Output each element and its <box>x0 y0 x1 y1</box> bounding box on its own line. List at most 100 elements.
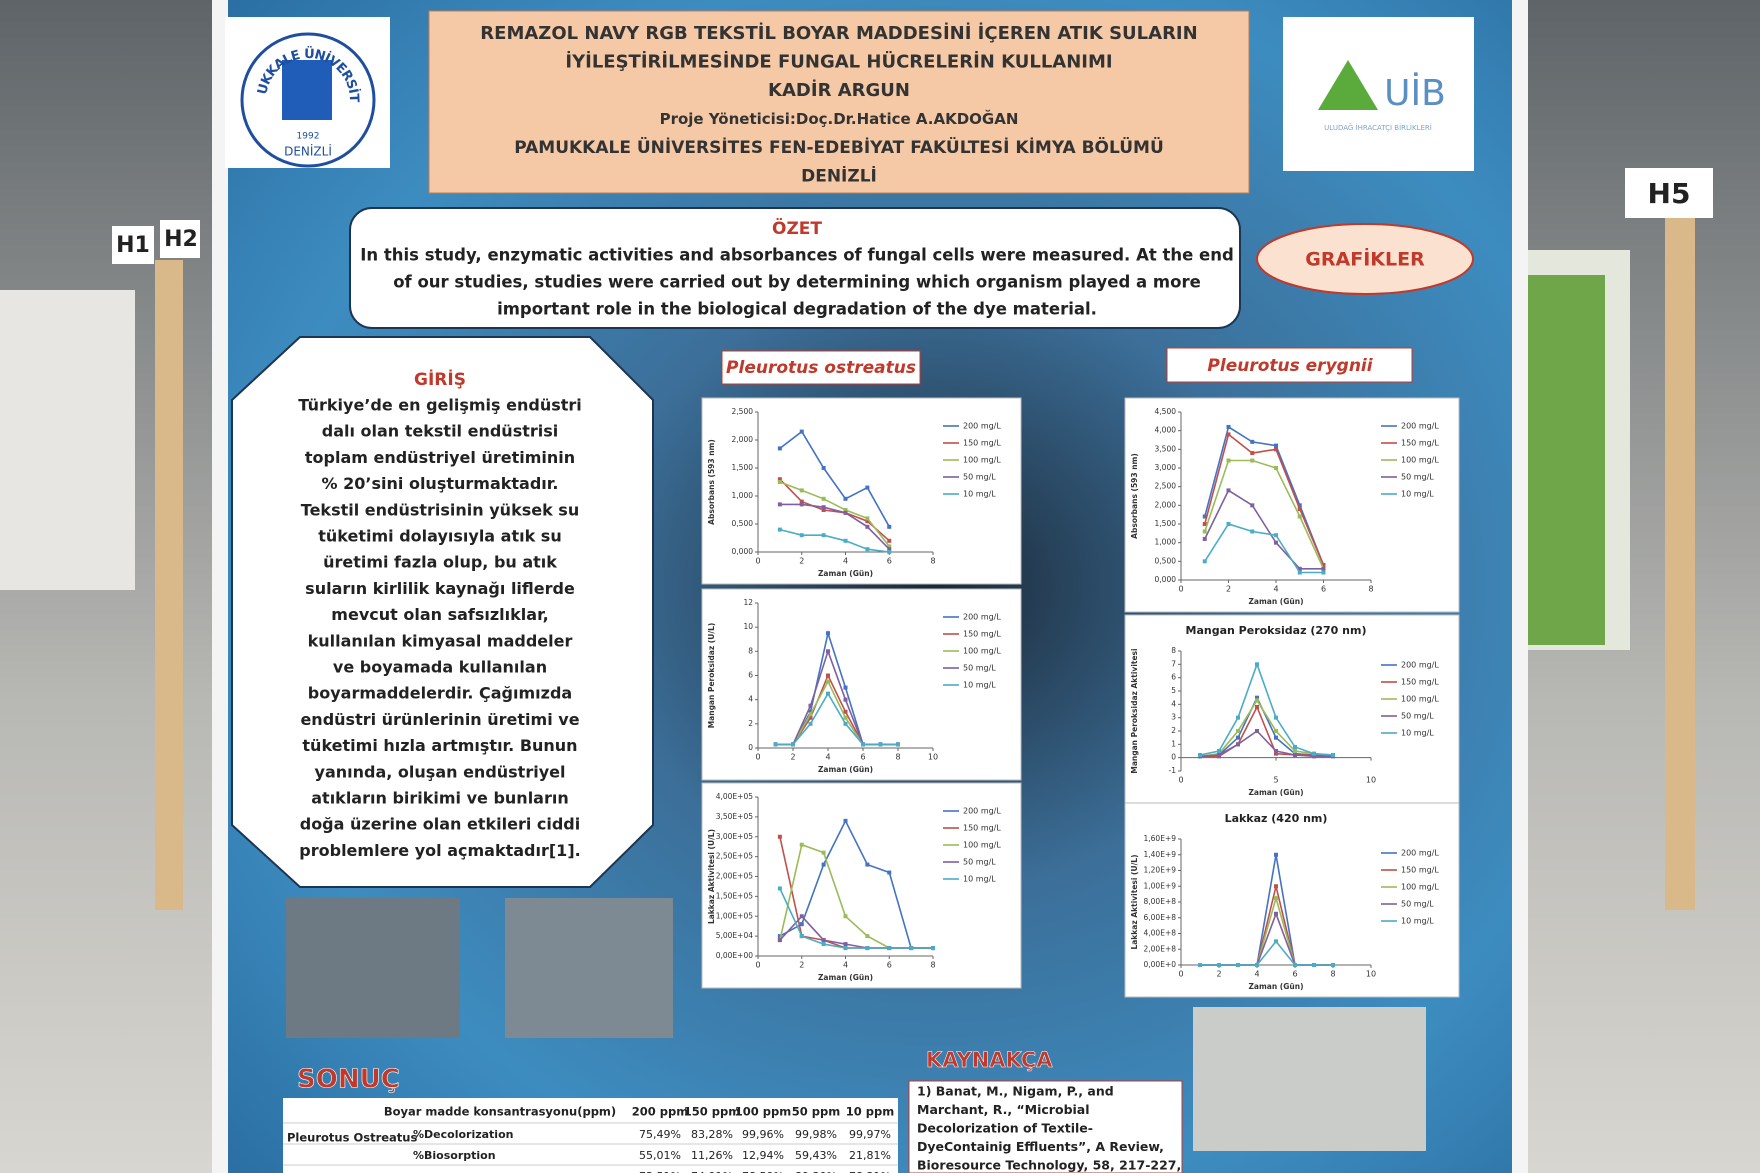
title-line: İYİLEŞTİRİLMESİNDE FUNGAL HÜCRELERİN KUL… <box>565 51 1112 73</box>
data-point <box>843 709 848 714</box>
table-cell: 99,96% <box>742 1128 784 1141</box>
chart: 0,000 0,500 1,000 1,500 2,000 2,500 3,000 3,500… <box>1124 397 1460 613</box>
logo-emblem <box>282 60 332 120</box>
chart-title: Mangan Peroksidaz (270 nm) <box>1186 624 1367 637</box>
y-tick-label: 4,00E+05 <box>716 792 753 801</box>
y-tick-label: 8,00E+8 <box>1144 897 1177 906</box>
legend-label: 100 mg/L <box>1401 456 1439 465</box>
data-point <box>799 842 804 847</box>
intro-line: atıkların birikimi ve bunların <box>311 789 568 808</box>
y-tick-label: 0,00E+0 <box>1144 960 1177 969</box>
intro-line: suların kirlilik kaynağı liflerde <box>305 579 575 598</box>
table-cell: 21,81% <box>849 1149 891 1162</box>
data-point <box>1274 852 1278 857</box>
series-line <box>779 819 933 949</box>
data-point <box>1226 432 1231 437</box>
y-tick-label: 2,500 <box>732 407 754 416</box>
table-header: Boyar madde konsantrasyonu(ppm) <box>384 1105 616 1119</box>
y-tick-label: 1,00E+9 <box>1144 881 1177 890</box>
data-point <box>808 715 813 720</box>
data-point <box>896 742 900 747</box>
legend-label: 100 mg/L <box>1401 883 1439 892</box>
series-line <box>779 478 890 542</box>
x-tick-label: 4 <box>843 557 848 566</box>
title-line: PAMUKKALE ÜNİVERSİTES FEN-EDEBİYAT FAKÜL… <box>514 136 1164 158</box>
data-point <box>1236 729 1240 733</box>
legend-label: 150 mg/L <box>963 439 1001 448</box>
data-point <box>887 946 892 951</box>
data-point <box>799 488 804 493</box>
data-point <box>777 480 782 484</box>
table-cell: 55,01% <box>639 1149 681 1162</box>
data-point <box>799 533 804 538</box>
legend-label: 150 mg/L <box>1401 866 1439 875</box>
x-tick-label: 10 <box>1366 776 1376 785</box>
data-point <box>1321 570 1326 575</box>
data-point <box>821 862 826 867</box>
data-point <box>861 742 865 747</box>
y-axis-label: Absorbans (593 nm) <box>1130 453 1139 539</box>
data-point <box>887 550 892 554</box>
neighbor-poster-green <box>1515 275 1605 645</box>
table-cell: 12,94% <box>742 1149 784 1162</box>
data-point <box>826 691 830 696</box>
y-tick-label: 6 <box>748 671 753 680</box>
data-point <box>1274 533 1278 538</box>
intro-line: % 20’sini oluşturmaktadır. <box>322 474 559 493</box>
y-tick-label: 6,00E+8 <box>1144 913 1177 922</box>
y-tick-label: 8 <box>1171 646 1176 655</box>
y-tick-label: 1,40E+9 <box>1144 850 1177 859</box>
data-point <box>1274 729 1278 733</box>
logo-ring <box>240 32 376 168</box>
legend-label: 100 mg/L <box>963 456 1001 465</box>
booth-sign <box>112 226 154 264</box>
data-point <box>1274 911 1278 916</box>
x-tick-label: 0 <box>1178 776 1183 785</box>
x-tick-label: 10 <box>1366 970 1376 979</box>
y-tick-label: 1,000 <box>1155 538 1177 547</box>
y-tick-label: 4,00E+8 <box>1144 929 1177 938</box>
data-point <box>1321 563 1326 568</box>
table-cell: 99,97% <box>849 1128 891 1141</box>
intro-line: problemlere yol açmaktadır[1]. <box>299 841 580 860</box>
table-cell: 78,59% <box>742 1170 784 1173</box>
data-point <box>1202 522 1207 526</box>
data-point <box>887 870 892 875</box>
x-tick-label: 8 <box>1330 970 1335 979</box>
legend-label: 150 mg/L <box>963 630 1001 639</box>
data-point <box>887 524 892 529</box>
y-tick-label: 3,50E+05 <box>716 812 753 821</box>
data-point <box>843 942 848 947</box>
y-tick-label: 1 <box>1171 739 1176 748</box>
chart-title: Lakkaz (420 nm) <box>1225 812 1328 825</box>
title-box <box>428 10 1250 194</box>
data-point <box>799 934 804 939</box>
summary-text: In this study, enzymatic activities and … <box>360 246 1234 319</box>
legend-label: 200 mg/L <box>1401 849 1439 858</box>
data-point <box>1321 566 1326 571</box>
y-tick-label: 1,60E+9 <box>1144 834 1177 843</box>
data-point <box>865 485 870 490</box>
data-point <box>1250 451 1255 456</box>
legend-label: 10 mg/L <box>1401 917 1434 926</box>
series-line <box>1199 729 1333 758</box>
title-line: KADİR ARGUN <box>768 79 910 101</box>
series-line <box>779 481 890 547</box>
data-point <box>821 496 826 501</box>
data-point <box>821 505 826 510</box>
reference-line: Marchant, R., “Microbial <box>917 1102 1090 1117</box>
data-point <box>821 533 826 538</box>
legend-label: 100 mg/L <box>963 841 1001 850</box>
chart: Lakkaz (420 nm) 0,00E+0 2,00E+8 4,00E+8 6,00… <box>1124 802 1460 998</box>
y-tick-label: 2,000 <box>1155 500 1177 509</box>
x-tick-label: 8 <box>930 961 935 970</box>
table-cell: 75,49% <box>639 1128 681 1141</box>
data-point <box>777 834 782 839</box>
data-point <box>808 703 813 708</box>
table-header: 50 ppm <box>792 1105 840 1119</box>
data-point <box>1250 529 1255 534</box>
booth-label: H5 <box>1648 177 1691 210</box>
table-group: Pleurotus Ostreatus <box>287 1131 417 1145</box>
data-point <box>1226 424 1231 429</box>
data-point <box>865 524 870 529</box>
